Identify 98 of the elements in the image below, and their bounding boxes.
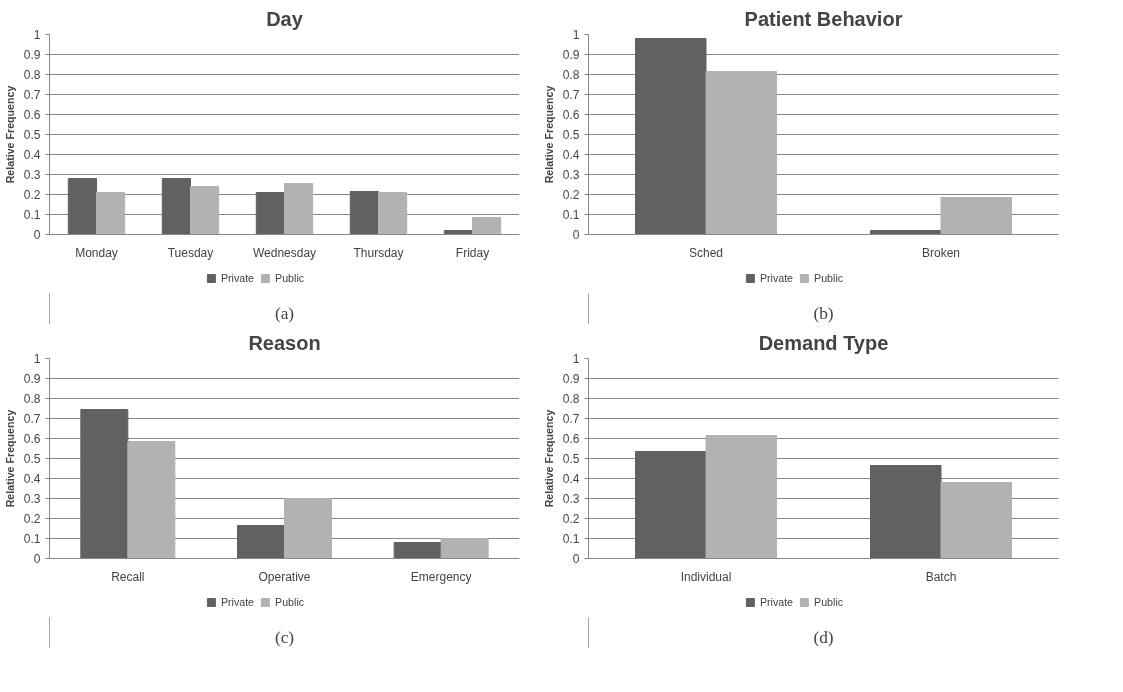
bar xyxy=(472,217,502,235)
y-tick-label: 0.7 xyxy=(562,412,580,426)
bar xyxy=(393,542,442,559)
y-tick-label: 0.1 xyxy=(23,532,41,546)
y-tick-label: 0.3 xyxy=(562,168,580,182)
y-axis-title: Relative Frequency xyxy=(542,85,555,184)
y-tick-label: 0.3 xyxy=(23,492,41,506)
bar xyxy=(255,192,285,235)
y-tick-label: 0.6 xyxy=(562,432,580,446)
x-tick-label: Recall xyxy=(111,569,145,584)
y-tick-label: 0.8 xyxy=(562,68,580,82)
bar xyxy=(940,482,1012,559)
y-tick-label: 1 xyxy=(33,352,41,366)
legend-label: Private xyxy=(759,272,794,284)
chart-title: Reason xyxy=(248,331,321,354)
y-tick-label: 0.7 xyxy=(23,88,41,102)
chart-title: Day xyxy=(266,7,304,30)
y-tick-label: 0 xyxy=(572,552,580,566)
y-tick-label: 0.8 xyxy=(23,68,41,82)
x-tick-label: Monday xyxy=(75,245,118,260)
y-axis-title: Relative Frequency xyxy=(542,409,555,508)
x-tick-label: Operative xyxy=(258,569,311,584)
y-tick-label: 0.3 xyxy=(562,492,580,506)
bar xyxy=(284,183,314,235)
y-tick-label: 0 xyxy=(33,552,41,566)
y-tick-label: 1 xyxy=(33,28,41,42)
y-tick-label: 0.8 xyxy=(562,392,580,406)
bar xyxy=(67,178,97,235)
bar xyxy=(705,435,777,559)
y-tick-label: 0.5 xyxy=(562,452,580,466)
y-tick-label: 0.1 xyxy=(562,208,580,222)
y-tick-label: 0.3 xyxy=(23,168,41,182)
text: (b) xyxy=(813,303,834,323)
bar xyxy=(96,192,126,235)
y-tick-label: 0.1 xyxy=(562,532,580,546)
bar xyxy=(190,186,220,235)
y-tick-label: 0.2 xyxy=(23,512,41,526)
bar xyxy=(284,498,332,559)
legend-label: Public xyxy=(275,272,305,284)
text: (c) xyxy=(274,627,295,647)
y-tick-label: 0.5 xyxy=(562,128,580,142)
bar xyxy=(378,192,408,235)
legend-label: Private xyxy=(220,272,255,284)
bar xyxy=(349,191,379,235)
bar xyxy=(940,197,1012,235)
y-tick-label: 0.9 xyxy=(562,48,580,62)
y-tick-label: 0.4 xyxy=(562,472,580,486)
text: (d) xyxy=(813,627,834,647)
bar xyxy=(705,71,777,235)
bar xyxy=(237,525,285,559)
bar xyxy=(635,38,707,235)
y-tick-label: 0.8 xyxy=(23,392,41,406)
y-tick-label: 0.6 xyxy=(23,432,41,446)
chart-title: Demand Type xyxy=(758,331,889,354)
y-tick-label: 0.4 xyxy=(23,472,41,486)
y-tick-label: 0.7 xyxy=(23,412,41,426)
legend-label: Private xyxy=(220,596,255,608)
y-tick-label: 0.2 xyxy=(23,188,41,202)
x-tick-label: Batch xyxy=(925,569,957,584)
x-tick-label: Tuesday xyxy=(167,245,214,260)
x-tick-label: Sched xyxy=(688,245,724,260)
y-axis-title: Relative Frequency xyxy=(3,85,16,184)
x-tick-label: Emergency xyxy=(410,569,472,584)
x-tick-label: Individual xyxy=(680,569,732,584)
bar xyxy=(80,409,129,559)
x-tick-label: Wednesday xyxy=(252,245,317,260)
chart-title: Patient Behavior xyxy=(744,7,903,30)
y-tick-label: 1 xyxy=(572,28,580,42)
y-tick-label: 0.2 xyxy=(562,188,580,202)
y-tick-label: 0.2 xyxy=(562,512,580,526)
y-tick-label: 0.7 xyxy=(562,88,580,102)
y-tick-label: 0.5 xyxy=(23,452,41,466)
bar xyxy=(161,178,191,235)
y-tick-label: 0.6 xyxy=(23,108,41,122)
y-tick-label: 0.4 xyxy=(562,148,580,162)
bar xyxy=(440,538,489,559)
y-tick-label: 0 xyxy=(572,228,580,242)
y-tick-label: 0.6 xyxy=(562,108,580,122)
x-tick-label: Thursday xyxy=(353,245,404,260)
y-tick-label: 0 xyxy=(33,228,41,242)
text: (a) xyxy=(274,303,295,323)
y-axis-title: Relative Frequency xyxy=(3,409,16,508)
y-tick-label: 0.9 xyxy=(23,372,41,386)
legend-label: Public xyxy=(814,272,844,284)
y-tick-label: 1 xyxy=(572,352,580,366)
y-tick-label: 0.4 xyxy=(23,148,41,162)
legend-label: Public xyxy=(814,596,844,608)
y-tick-label: 0.9 xyxy=(562,372,580,386)
y-tick-label: 0.5 xyxy=(23,128,41,142)
bar xyxy=(127,441,176,559)
bar xyxy=(635,451,707,559)
y-tick-label: 0.9 xyxy=(23,48,41,62)
bar xyxy=(870,465,942,559)
legend-label: Public xyxy=(275,596,305,608)
x-tick-label: Broken xyxy=(921,245,961,260)
x-tick-label: Friday xyxy=(455,245,490,260)
legend-label: Private xyxy=(759,596,794,608)
y-tick-label: 0.1 xyxy=(23,208,41,222)
